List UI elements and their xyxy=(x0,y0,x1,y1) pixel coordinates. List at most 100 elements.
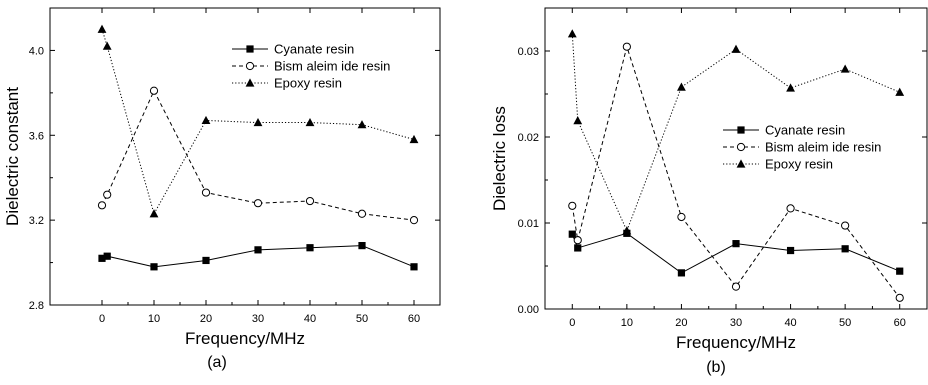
x-tick-label: 0 xyxy=(569,317,575,329)
data-point xyxy=(731,282,741,291)
data-point xyxy=(731,44,741,53)
y-tick-label: 3.6 xyxy=(29,130,44,142)
data-point xyxy=(573,116,583,125)
x-tick-label: 20 xyxy=(200,313,212,325)
legend-label: Cyanate resin xyxy=(765,123,845,138)
x-tick-label: 40 xyxy=(784,317,796,329)
chart-panel-b: 0 10 20 30 40 50 60 0.00 0.01 0.02 0.03 Frequency/M… xyxy=(490,7,928,376)
panel-label: (a) xyxy=(207,354,227,371)
data-point xyxy=(201,188,211,197)
data-point xyxy=(677,82,686,91)
data-point xyxy=(677,269,686,277)
legend-label: Bism aleim ide resin xyxy=(274,59,390,74)
x-tick-label: 60 xyxy=(408,313,420,325)
data-point xyxy=(306,244,314,252)
data-point xyxy=(149,209,159,218)
data-point xyxy=(574,244,582,252)
x-tick-label: 10 xyxy=(621,317,633,329)
data-point xyxy=(409,134,419,144)
data-point xyxy=(254,246,262,254)
y-tick-label: 4.0 xyxy=(29,45,44,57)
series-line xyxy=(571,232,900,274)
series-filled-triangle xyxy=(97,24,419,218)
series-line xyxy=(571,33,900,233)
legend-marker xyxy=(736,142,746,152)
plot-frame xyxy=(544,7,928,310)
data-point xyxy=(895,293,904,302)
data-point xyxy=(305,196,315,206)
x-tick-label: 20 xyxy=(675,317,687,329)
x-tick-label: 50 xyxy=(839,317,851,329)
y-tick-label: 2.8 xyxy=(29,300,44,312)
legend-label: Bism aleim ide resin xyxy=(765,140,881,155)
data-point xyxy=(97,201,107,210)
series-line xyxy=(101,89,415,221)
data-point xyxy=(358,242,366,250)
data-point xyxy=(573,236,582,245)
y-tick-label: 0.03 xyxy=(518,46,539,58)
x-tick-label: 30 xyxy=(730,317,742,329)
data-point xyxy=(357,209,367,218)
chart-panel-a: 0 10 20 30 40 50 60 2.8 3.2 3.6 4.0 Frequency/MHz Di… xyxy=(3,7,441,371)
x-tick-label: 30 xyxy=(252,313,264,325)
data-point xyxy=(201,115,211,125)
data-point xyxy=(103,252,111,260)
data-point xyxy=(253,199,263,208)
data-point xyxy=(841,245,849,253)
x-tick-label: 0 xyxy=(99,313,105,325)
data-point xyxy=(305,117,315,127)
data-point xyxy=(895,87,905,96)
x-tick-label: 50 xyxy=(356,313,368,325)
x-axis-title: Frequency/MHz xyxy=(185,329,305,348)
legend: Cyanate resin Bism aleim ide resin Epoxy r… xyxy=(232,42,390,91)
plot-frame xyxy=(49,7,441,306)
data-point xyxy=(568,230,576,238)
data-point xyxy=(357,120,367,129)
legend-label: Epoxy resin xyxy=(274,76,342,91)
legend-label: Epoxy resin xyxy=(765,157,833,172)
data-point xyxy=(409,216,419,225)
data-point xyxy=(149,86,159,95)
legend-label: Cyanate resin xyxy=(274,42,354,57)
data-point xyxy=(622,42,631,51)
legend-marker xyxy=(245,78,255,87)
legend-marker xyxy=(737,126,745,134)
y-axis-title: Dielectric constant xyxy=(3,87,22,226)
data-point xyxy=(202,256,210,265)
series-filled-triangle xyxy=(567,29,905,235)
data-point xyxy=(786,83,795,92)
x-axis-title: Frequency/MHz xyxy=(676,333,796,352)
legend-marker xyxy=(246,45,254,53)
data-point xyxy=(841,221,850,230)
data-point xyxy=(786,246,795,255)
legend-marker xyxy=(245,61,255,71)
data-point xyxy=(102,41,112,50)
series-line xyxy=(571,44,901,299)
series-filled-square xyxy=(98,242,418,271)
series-open-circle xyxy=(568,42,904,302)
data-point xyxy=(786,204,795,213)
legend-marker xyxy=(736,159,746,168)
panel-label: (b) xyxy=(706,359,726,376)
series-line xyxy=(101,245,415,268)
data-point xyxy=(568,201,577,210)
data-point xyxy=(103,190,112,199)
y-tick-label: 3.2 xyxy=(29,215,44,227)
data-point xyxy=(677,212,686,222)
y-tick-label: 0.00 xyxy=(518,304,539,316)
data-point xyxy=(97,24,107,33)
data-point xyxy=(622,226,632,235)
y-tick-label: 0.02 xyxy=(518,132,539,144)
y-axis-title: Dielectric loss xyxy=(490,106,509,211)
data-point xyxy=(896,267,904,275)
y-tick-label: 0.01 xyxy=(518,218,539,230)
data-point xyxy=(98,254,106,262)
data-point xyxy=(410,263,418,271)
x-tick-label: 40 xyxy=(304,313,316,325)
data-point xyxy=(253,117,263,127)
data-point xyxy=(567,29,577,38)
x-tick-label: 60 xyxy=(894,317,906,329)
x-tick-label: 10 xyxy=(148,313,160,325)
data-point xyxy=(732,240,740,248)
